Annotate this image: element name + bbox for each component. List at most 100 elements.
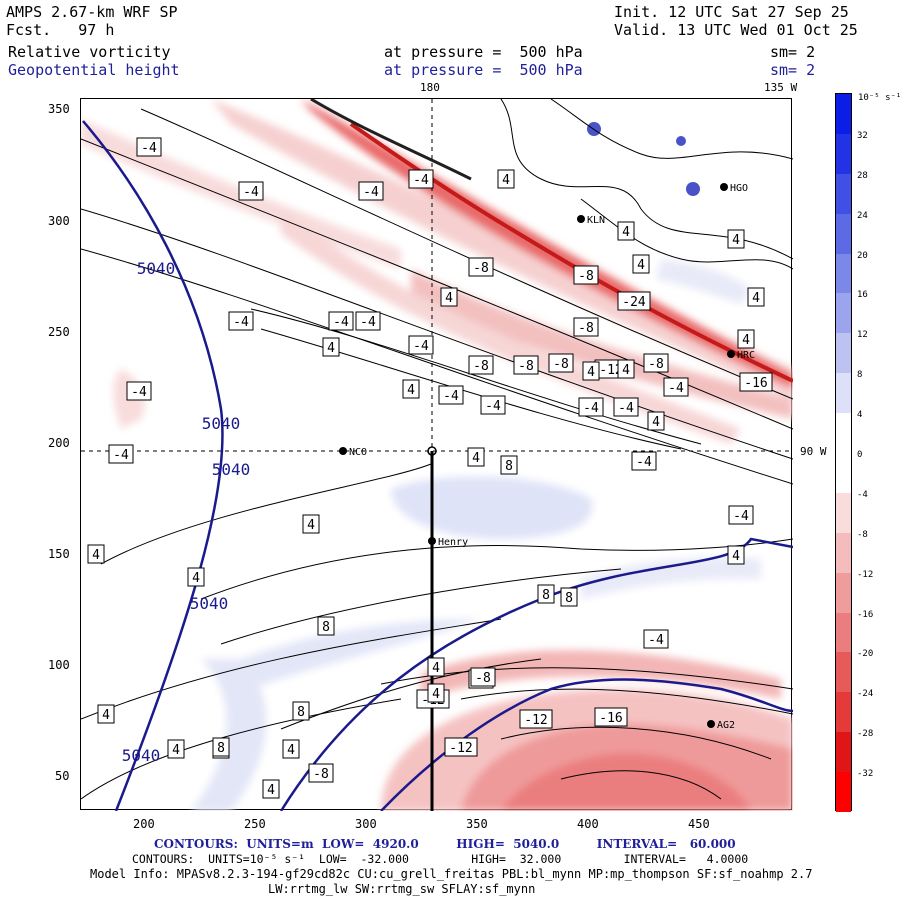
vorticity-label: 4 bbox=[187, 567, 205, 587]
vorticity-label: 4 bbox=[497, 169, 515, 189]
svg-text:NCO: NCO bbox=[349, 447, 367, 458]
colorbar-segment bbox=[836, 492, 851, 534]
svg-text:-4: -4 bbox=[648, 633, 664, 648]
vorticity-label: -4 bbox=[631, 451, 657, 471]
vorticity-label: -4 bbox=[613, 397, 639, 417]
x-tick-label: 450 bbox=[688, 817, 710, 831]
field2-smoothing: sm= 2 bbox=[770, 61, 816, 79]
vorticity-label: 4 bbox=[87, 544, 105, 564]
field1-name: Relative vorticity bbox=[8, 43, 171, 61]
svg-text:-16: -16 bbox=[599, 711, 622, 726]
vorticity-label: 4 bbox=[617, 359, 635, 379]
colorbar-segment bbox=[836, 333, 851, 374]
svg-text:8: 8 bbox=[542, 588, 550, 603]
vorticity-label: -4 bbox=[728, 505, 754, 525]
vorticity-label: 4 bbox=[632, 254, 650, 274]
colorbar-label: -32 bbox=[857, 769, 874, 780]
svg-text:8: 8 bbox=[322, 620, 330, 635]
vorticity-label: -4 bbox=[358, 181, 384, 201]
colorbar-label: 28 bbox=[857, 170, 868, 181]
colorbar-label: -8 bbox=[857, 529, 868, 540]
vorticity-label: -8 bbox=[548, 353, 574, 373]
vorticity-label: 4 bbox=[427, 683, 445, 703]
svg-text:-4: -4 bbox=[583, 401, 599, 416]
station-henry: Henry bbox=[428, 537, 468, 548]
field1-level: at pressure = 500 hPa bbox=[384, 43, 583, 61]
vorticity-label: 4 bbox=[322, 337, 340, 357]
colorbar-label: 32 bbox=[857, 130, 868, 141]
svg-text:4: 4 bbox=[622, 225, 630, 240]
svg-text:-16: -16 bbox=[744, 376, 767, 391]
colorbar-segment bbox=[836, 133, 851, 175]
svg-text:4: 4 bbox=[502, 173, 510, 188]
svg-text:4: 4 bbox=[287, 743, 295, 758]
vorticity-label: -4 bbox=[126, 381, 152, 401]
svg-text:4: 4 bbox=[587, 365, 595, 380]
x-tick-label: 250 bbox=[244, 817, 266, 831]
svg-text:8: 8 bbox=[217, 741, 225, 756]
svg-text:4: 4 bbox=[742, 333, 750, 348]
vorticity-label: -4 bbox=[578, 397, 604, 417]
colorbar-label: 0 bbox=[857, 450, 863, 460]
y-tick-label: 200 bbox=[48, 436, 70, 450]
svg-text:-4: -4 bbox=[113, 448, 129, 463]
map-plot: -4-4-4-4-4-4-4-4-4-4-4-4-4-4-4-4-4-4-4-8… bbox=[80, 97, 794, 812]
vorticity-label: -8 bbox=[308, 763, 334, 783]
svg-text:-24: -24 bbox=[622, 295, 646, 310]
colorbar-segment bbox=[836, 453, 851, 494]
svg-text:4: 4 bbox=[432, 661, 440, 676]
svg-text:-8: -8 bbox=[473, 359, 489, 374]
svg-text:4: 4 bbox=[752, 291, 760, 306]
model-title: AMPS 2.67-km WRF SP bbox=[6, 3, 178, 21]
vorticity-label: -4 bbox=[328, 311, 354, 331]
vorticity-label: 8 bbox=[292, 701, 310, 721]
svg-text:AG2: AG2 bbox=[717, 720, 735, 731]
svg-text:-4: -4 bbox=[363, 185, 379, 200]
svg-text:8: 8 bbox=[297, 705, 305, 720]
height-label: 5040 bbox=[202, 414, 241, 433]
colorbar-label: -20 bbox=[857, 649, 874, 660]
colorbar-segment bbox=[836, 772, 851, 813]
vorticity-label: 4 bbox=[467, 447, 485, 467]
colorbar-unit: 10⁻⁵ s⁻¹ bbox=[858, 93, 900, 103]
svg-text:-8: -8 bbox=[473, 261, 489, 276]
svg-text:4: 4 bbox=[102, 708, 110, 723]
colorbar-label: -16 bbox=[857, 609, 874, 620]
pos-vorticity-shading bbox=[191, 259, 761, 811]
vorticity-label: -8 bbox=[470, 667, 496, 687]
colorbar-label: -12 bbox=[857, 569, 874, 580]
colorbar-label: -28 bbox=[857, 729, 874, 740]
vorticity-label: 8 bbox=[537, 584, 555, 604]
contour-labels: -4-4-4-4-4-4-4-4-4-4-4-4-4-4-4-4-4-4-4-8… bbox=[87, 137, 773, 799]
colorbar-label: 8 bbox=[857, 370, 863, 381]
field1-smoothing: sm= 2 bbox=[770, 43, 816, 61]
svg-text:-8: -8 bbox=[648, 357, 664, 372]
vorticity-label: 8 bbox=[500, 455, 518, 475]
colorbar-segment bbox=[836, 612, 851, 653]
x-tick-label: 350 bbox=[466, 817, 488, 831]
svg-text:-4: -4 bbox=[443, 389, 459, 404]
vorticity-label: -8 bbox=[468, 257, 494, 277]
y-tick-label: 300 bbox=[48, 214, 70, 228]
svg-text:-4: -4 bbox=[618, 401, 634, 416]
svg-text:-4: -4 bbox=[131, 385, 147, 400]
colorbar-segment bbox=[836, 413, 851, 454]
svg-text:-4: -4 bbox=[243, 185, 259, 200]
colorbar-segment bbox=[836, 94, 851, 135]
vorticity-label: -16 bbox=[594, 707, 628, 727]
colorbar-segment bbox=[836, 253, 851, 294]
colorbar-label: -24 bbox=[857, 689, 874, 700]
svg-text:4: 4 bbox=[637, 258, 645, 273]
vorticity-label: -4 bbox=[355, 311, 381, 331]
svg-text:-8: -8 bbox=[313, 767, 329, 782]
svg-text:8: 8 bbox=[565, 591, 573, 606]
y-tick-label: 50 bbox=[55, 769, 70, 783]
vorticity-label: 4 bbox=[617, 221, 635, 241]
vorticity-label: 4 bbox=[582, 361, 600, 381]
vorticity-colorbar bbox=[835, 93, 852, 813]
vorticity-label: -4 bbox=[228, 311, 254, 331]
y-tick-label: 350 bbox=[48, 102, 70, 116]
svg-text:4: 4 bbox=[172, 743, 180, 758]
vorticity-label: 4 bbox=[727, 545, 745, 565]
svg-text:-4: -4 bbox=[413, 339, 429, 354]
